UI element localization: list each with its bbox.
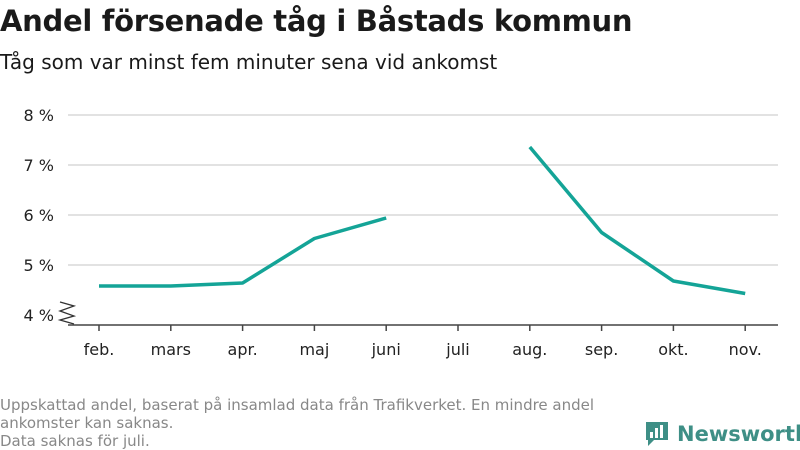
x-tick-label: juni bbox=[371, 340, 401, 359]
series-lines bbox=[99, 145, 746, 296]
footnote-line-2: Data saknas för juli. bbox=[0, 432, 150, 450]
x-axis: feb. mars apr. maj juni juli aug. sep. okt. nov. bbox=[68, 324, 778, 359]
y-tick-label: 4 % bbox=[24, 306, 54, 325]
series-line-segment bbox=[528, 145, 746, 296]
x-tick-label: juli bbox=[445, 340, 469, 359]
gridlines bbox=[68, 114, 778, 266]
footnote: Uppskattad andel, baserat på insamlad da… bbox=[0, 396, 630, 450]
y-tick-label: 7 % bbox=[24, 156, 54, 175]
x-tick-label: okt. bbox=[658, 340, 688, 359]
footnote-line-1: Uppskattad andel, baserat på insamlad da… bbox=[0, 396, 595, 432]
brand-name: Newsworthy bbox=[677, 422, 800, 446]
chart-title: Andel försenade tåg i Båstads kommun bbox=[0, 4, 633, 38]
x-tick-label: nov. bbox=[729, 340, 762, 359]
y-tick-label: 5 % bbox=[24, 256, 54, 275]
x-tick-label: apr. bbox=[228, 340, 258, 359]
brand-logo: Newsworthy bbox=[644, 420, 800, 448]
series-line-segment bbox=[99, 216, 387, 288]
y-axis: 4 % 5 % 6 % 7 % 8 % bbox=[24, 106, 77, 325]
x-tick-label: aug. bbox=[512, 340, 547, 359]
x-tick-label: mars bbox=[151, 340, 191, 359]
line-chart: 4 % 5 % 6 % 7 % 8 % feb. mars apr. maj juni juli a… bbox=[24, 106, 778, 359]
x-tick-label: feb. bbox=[84, 340, 115, 359]
x-tick-label: maj bbox=[299, 340, 329, 359]
bar-chart-logo-icon bbox=[646, 422, 668, 446]
x-tick-label: sep. bbox=[585, 340, 618, 359]
axis-break-icon bbox=[57, 301, 77, 325]
chart-subtitle: Tåg som var minst fem minuter sena vid a… bbox=[0, 50, 498, 74]
y-tick-label: 6 % bbox=[24, 206, 54, 225]
y-tick-label: 8 % bbox=[24, 106, 54, 125]
